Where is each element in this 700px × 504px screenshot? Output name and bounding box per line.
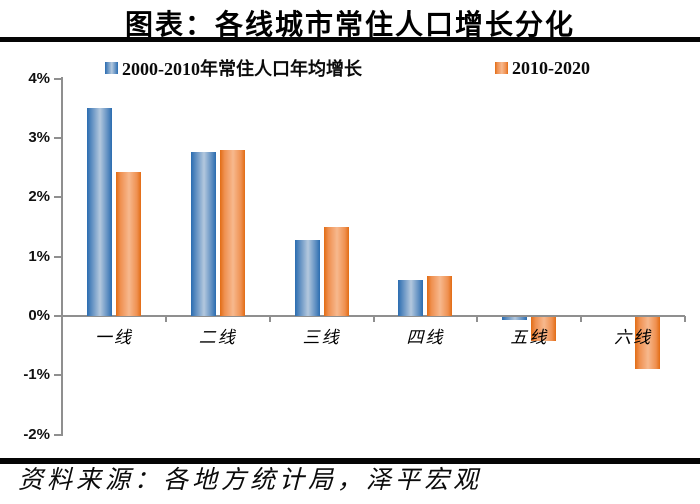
legend-label: 2000-2010年常住人口年均增长 bbox=[122, 59, 362, 79]
legend-item-2: 2010-2020 bbox=[495, 57, 590, 79]
legend-item-1: 2000-2010年常住人口年均增长 bbox=[105, 57, 362, 79]
x-axis-tick bbox=[580, 316, 583, 322]
source-note: 资料来源：各地方统计局，泽平宏观 bbox=[18, 467, 483, 494]
chart-title: 图表：各线城市常住人口增长分化 bbox=[124, 10, 575, 41]
x-axis-category-label: 六线 bbox=[614, 328, 653, 347]
bar-series2-4 bbox=[427, 275, 453, 316]
x-axis-category-label: 四线 bbox=[406, 328, 445, 347]
x-axis-category-label: 三线 bbox=[302, 328, 341, 347]
y-axis-tick bbox=[54, 433, 62, 436]
y-axis-tick bbox=[54, 374, 62, 377]
y-axis-label: 3% bbox=[28, 129, 50, 147]
x-axis-tick bbox=[476, 316, 479, 322]
x-axis-tick bbox=[268, 316, 271, 322]
bar-series2-6 bbox=[635, 317, 661, 370]
y-axis-label: -1% bbox=[23, 366, 50, 384]
legend-swatch-icon bbox=[495, 62, 508, 74]
bar-series1-4 bbox=[398, 280, 424, 316]
y-axis-tick bbox=[54, 196, 62, 199]
x-axis-category-label: 一线 bbox=[94, 328, 133, 347]
bottom-divider bbox=[0, 458, 700, 464]
y-axis-tick bbox=[54, 315, 62, 317]
y-axis-label: 0% bbox=[28, 307, 50, 324]
bar-series2-1 bbox=[115, 171, 141, 316]
y-axis-tick bbox=[54, 255, 62, 258]
bar-series1-2 bbox=[190, 151, 216, 316]
y-axis-label: 4% bbox=[28, 69, 50, 87]
bar-series1-3 bbox=[294, 240, 320, 316]
bar-series1-1 bbox=[86, 108, 112, 316]
y-axis-tick bbox=[54, 77, 62, 80]
legend-swatch-icon bbox=[105, 62, 118, 74]
x-axis-category-label: 二线 bbox=[198, 328, 237, 347]
bar-series2-5 bbox=[531, 317, 557, 342]
y-axis-label: 1% bbox=[28, 247, 50, 265]
top-divider bbox=[0, 37, 700, 42]
x-axis-tick bbox=[372, 316, 375, 322]
x-axis-tick bbox=[164, 316, 167, 322]
y-axis-label: -2% bbox=[23, 425, 50, 443]
y-axis-line bbox=[61, 77, 63, 436]
bar-series1-5 bbox=[502, 317, 528, 320]
y-axis-label: 2% bbox=[28, 188, 50, 206]
y-axis-tick bbox=[54, 137, 62, 140]
x-axis-tick bbox=[61, 316, 63, 322]
x-axis-tick bbox=[684, 316, 686, 322]
bar-series2-3 bbox=[323, 227, 349, 316]
legend-label: 2010-2020 bbox=[512, 57, 590, 78]
x-axis-category-label: 五线 bbox=[510, 328, 549, 347]
bar-series2-2 bbox=[219, 149, 245, 316]
